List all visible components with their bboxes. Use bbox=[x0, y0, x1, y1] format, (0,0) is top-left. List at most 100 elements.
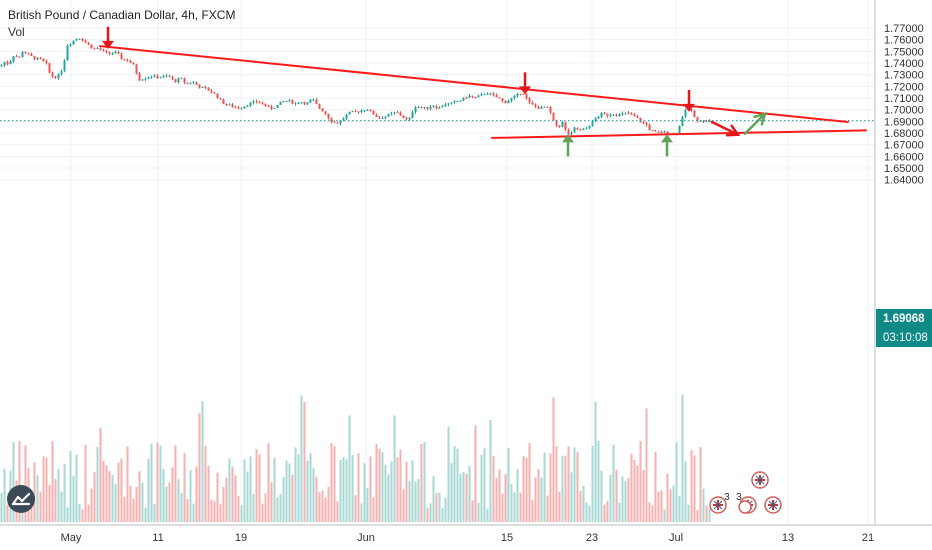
volume-bar bbox=[687, 504, 690, 522]
volume-bar bbox=[120, 458, 123, 522]
event-flag-icon bbox=[709, 496, 727, 514]
volume-bar bbox=[12, 442, 15, 522]
volume-bar bbox=[300, 395, 303, 522]
candle-body bbox=[507, 100, 510, 104]
candle-body bbox=[702, 120, 705, 122]
candle-body bbox=[12, 56, 15, 62]
candle-body bbox=[312, 99, 315, 101]
volume-bar bbox=[93, 472, 96, 522]
volume-bar bbox=[591, 445, 594, 522]
volume-bar bbox=[240, 505, 243, 522]
tradingview-logo[interactable] bbox=[7, 485, 35, 513]
volume-bar bbox=[279, 494, 282, 522]
price-axis[interactable]: 1.770001.760001.750001.740001.730001.720… bbox=[874, 0, 924, 525]
price-tick-label: 1.67000 bbox=[884, 140, 924, 152]
volume-legend[interactable]: Vol bbox=[8, 25, 25, 39]
volume-bar bbox=[246, 471, 249, 522]
volume-bar bbox=[657, 491, 660, 522]
candle-body bbox=[387, 114, 390, 117]
candle-body bbox=[75, 38, 78, 41]
volume-bar bbox=[579, 490, 582, 522]
price-tick-label: 1.69000 bbox=[884, 116, 924, 128]
volume-bar bbox=[666, 473, 669, 522]
candle-body bbox=[567, 129, 570, 135]
candle-body bbox=[690, 109, 693, 111]
candle-body bbox=[441, 106, 444, 108]
candle-body bbox=[447, 103, 450, 105]
volume-bar bbox=[144, 507, 147, 522]
flag-diag-2 bbox=[713, 500, 723, 510]
candle-body bbox=[552, 112, 555, 120]
price-tick-label: 1.71000 bbox=[884, 93, 924, 105]
price-tick-label: 1.72000 bbox=[884, 81, 924, 93]
volume-bar bbox=[507, 447, 510, 522]
candle-body bbox=[114, 51, 117, 54]
candle-body bbox=[18, 56, 21, 58]
volume-bar bbox=[675, 442, 678, 522]
candle-body bbox=[243, 106, 246, 108]
candle-body bbox=[543, 106, 546, 108]
candle-body bbox=[90, 44, 93, 49]
candle-body bbox=[252, 101, 255, 103]
candle-body bbox=[60, 70, 63, 75]
volume-bar bbox=[516, 469, 519, 522]
candle-body bbox=[303, 102, 306, 105]
volume-bar bbox=[576, 452, 579, 522]
volume-bar bbox=[315, 477, 318, 522]
symbol-title[interactable]: British Pound / Canadian Dollar, 4h, FXC… bbox=[8, 8, 236, 22]
volume-bar bbox=[612, 444, 615, 522]
candle-body bbox=[111, 53, 114, 55]
volume-bar bbox=[378, 448, 381, 522]
time-axis[interactable]: May 11 19 Jun 15 23 Jul 13 21 bbox=[0, 524, 932, 544]
volume-bar bbox=[204, 446, 207, 522]
volume-bar bbox=[303, 401, 306, 522]
volume-bar bbox=[600, 470, 603, 522]
candle-body bbox=[603, 112, 606, 114]
time-tick-label: Jul bbox=[669, 532, 683, 544]
volume-bar bbox=[243, 459, 246, 522]
candle-body bbox=[540, 107, 543, 109]
flag-diag-2 bbox=[768, 500, 778, 510]
candle-body bbox=[645, 122, 648, 125]
candle-body bbox=[141, 79, 144, 81]
volume-bar bbox=[45, 457, 48, 522]
volume-bar bbox=[198, 413, 201, 522]
event-flag-icon bbox=[751, 471, 769, 489]
drawing-annotations[interactable] bbox=[99, 26, 867, 157]
candle-body bbox=[207, 88, 210, 91]
candle-body bbox=[222, 99, 225, 104]
candle-body bbox=[57, 74, 60, 79]
volume-bar bbox=[594, 401, 597, 522]
time-tick-label: Jun bbox=[357, 532, 375, 544]
projection-up-arrow-icon bbox=[743, 111, 767, 135]
volume-bar bbox=[669, 489, 672, 522]
volume-bar bbox=[435, 493, 438, 522]
candle-body bbox=[342, 118, 345, 121]
candle-body bbox=[360, 110, 363, 113]
candle-body bbox=[324, 111, 327, 114]
candle-body bbox=[351, 111, 354, 113]
candle-body bbox=[438, 107, 441, 109]
candle-body bbox=[504, 100, 507, 104]
arrow-head bbox=[683, 103, 695, 112]
candle-body bbox=[414, 107, 417, 113]
candle-body bbox=[249, 102, 252, 106]
volume-bar bbox=[621, 476, 624, 522]
flag-diag-2 bbox=[755, 475, 765, 485]
candle-body bbox=[462, 97, 465, 101]
volume-bar bbox=[486, 508, 489, 522]
volume-bar bbox=[6, 504, 9, 522]
candle-body bbox=[270, 106, 273, 109]
projection-head bbox=[753, 111, 767, 126]
price-tick-label: 1.76000 bbox=[884, 35, 924, 47]
candle-body bbox=[240, 107, 243, 109]
volume-bar bbox=[474, 425, 477, 522]
volume-bar bbox=[672, 485, 675, 522]
candle-body bbox=[33, 55, 36, 60]
candle-body bbox=[237, 107, 240, 109]
volume-bar bbox=[585, 502, 588, 522]
candle-body bbox=[483, 94, 486, 96]
candle-body bbox=[258, 102, 261, 104]
